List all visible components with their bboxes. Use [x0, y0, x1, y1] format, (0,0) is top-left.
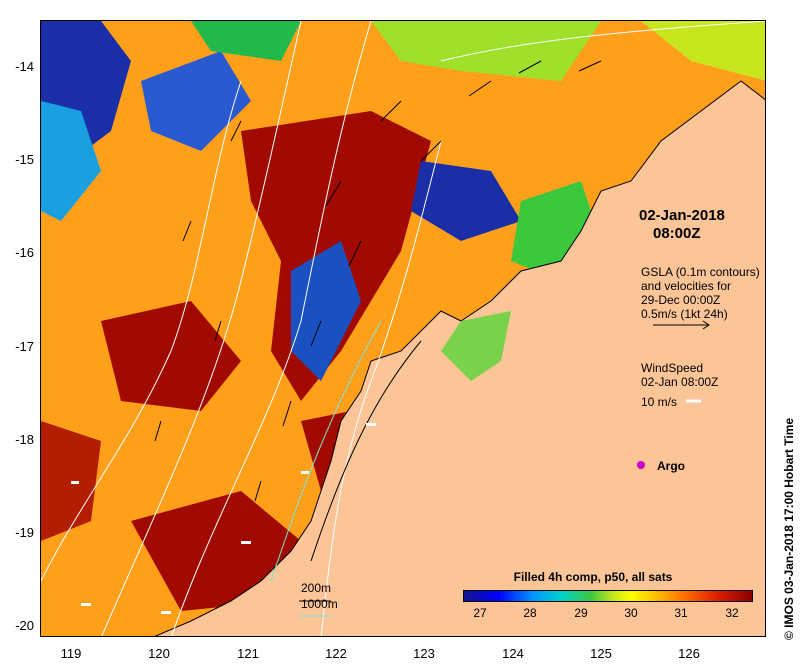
y-tick-label: -17	[15, 339, 34, 354]
gsla-label-4: 0.5m/s (1kt 24h)	[641, 307, 728, 321]
argo-label: Argo	[657, 459, 685, 473]
x-tick-label: 122	[325, 646, 347, 661]
x-tick-label: 125	[590, 646, 612, 661]
colorbar-tick: 30	[624, 606, 638, 620]
wind-label-3: 10 m/s	[641, 395, 678, 409]
gsla-contour	[101, 21, 302, 636]
depth-contour-200m	[310, 340, 422, 562]
cool-water-patch	[441, 311, 511, 381]
depth-label-1000m: 1000m	[301, 597, 338, 611]
gsla-label-3: 29-Dec 00:00Z	[641, 293, 721, 307]
gsla-label-2: and velocities for	[641, 279, 732, 293]
warm-water-patch	[131, 491, 301, 611]
cool-water-patch	[141, 51, 251, 151]
datetime-label-1: 02-Jan-2018	[639, 207, 725, 224]
gsla-contour	[41, 80, 242, 582]
x-tick-label: 120	[148, 646, 170, 661]
y-tick-label: -16	[15, 245, 34, 260]
x-tick-label: 126	[678, 646, 700, 661]
colorbar-tick: 27	[473, 606, 487, 620]
y-tick-label: -14	[15, 59, 34, 74]
wind-label-1: WindSpeed	[641, 361, 704, 375]
cool-water-patch	[191, 21, 301, 61]
depth-contour-1000m	[270, 320, 382, 582]
cool-water-patch	[641, 21, 765, 81]
gsla-contour	[171, 21, 372, 636]
velocity-arrows	[154, 60, 602, 502]
colorbar-tick: 31	[674, 606, 688, 620]
colorbar-legend: Filled 4h comp, p50, all sats 27 28 29 3…	[423, 568, 763, 622]
wind-label-2: 02-Jan 08:00Z	[641, 375, 719, 389]
gsla-label-1: GSLA (0.1m contours)	[641, 265, 760, 279]
sst-map: 02-Jan-2018 08:00Z GSLA (0.1m contours) …	[40, 20, 766, 637]
cool-water-patch	[41, 101, 101, 221]
colorbar-tick: 32	[725, 606, 739, 620]
datetime-label-2: 08:00Z	[653, 225, 701, 242]
y-tick-label: -15	[15, 152, 34, 167]
x-tick-label: 124	[502, 646, 524, 661]
x-tick-label: 119	[60, 646, 82, 661]
colorbar-tick: 28	[523, 606, 537, 620]
colorbar-tick: 29	[574, 606, 588, 620]
wind-arrows	[71, 423, 376, 614]
colorbar-title: Filled 4h comp, p50, all sats	[513, 570, 673, 584]
velocity-scale-arrow-head	[702, 320, 710, 330]
gsla-contour	[320, 140, 442, 636]
y-tick-label: -18	[15, 432, 34, 447]
y-tick-label: -20	[15, 618, 34, 633]
imos-credit: © IMOS 03-Jan-2018 17:00 Hobart Time	[782, 417, 796, 640]
x-tick-label: 123	[413, 646, 435, 661]
y-tick-label: -19	[15, 525, 34, 540]
cool-water-patch	[291, 241, 361, 381]
x-tick-label: 121	[237, 646, 259, 661]
cool-water-patch	[411, 161, 521, 241]
argo-marker	[637, 461, 645, 469]
sst-field	[41, 21, 765, 636]
warm-water-patch	[101, 301, 241, 411]
colorbar-gradient	[463, 590, 753, 602]
depth-label-200m: 200m	[301, 581, 332, 595]
gsla-contour	[440, 21, 765, 62]
